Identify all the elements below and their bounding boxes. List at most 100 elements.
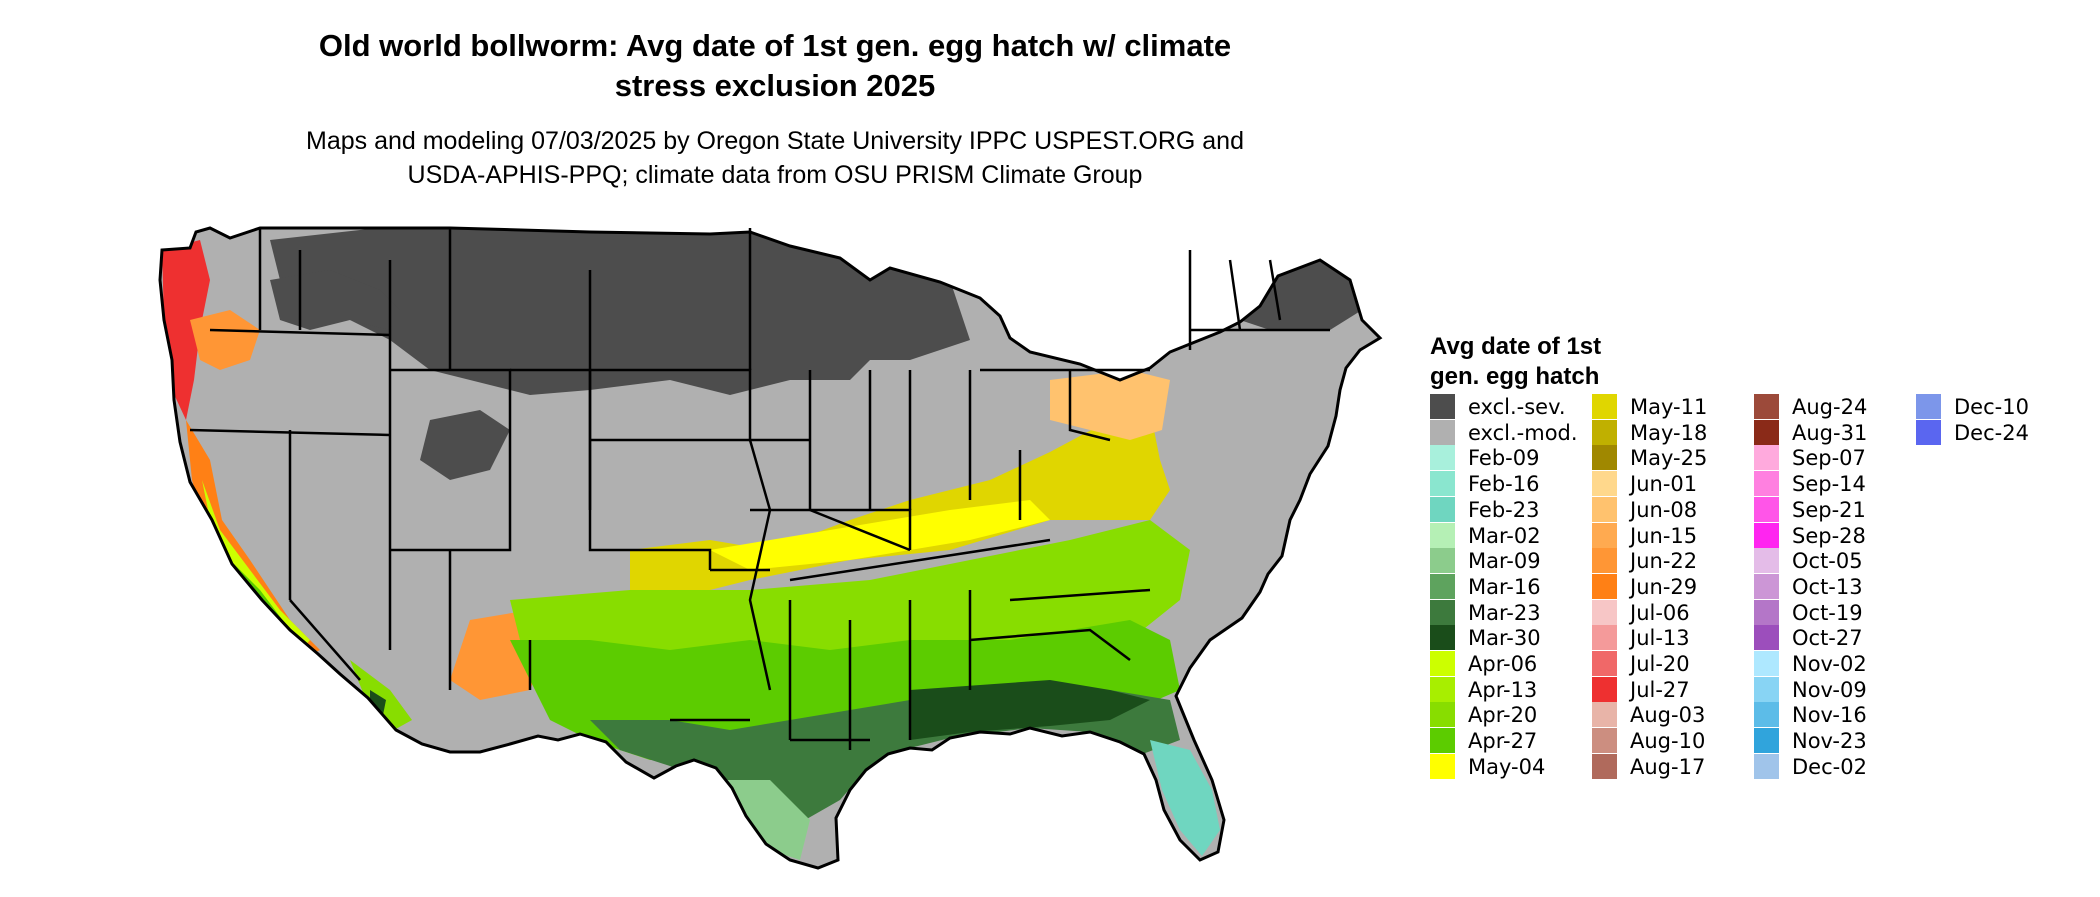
legend-swatch — [1430, 676, 1455, 702]
legend-label: Aug-24 — [1792, 395, 1868, 419]
legend-label: Jul-06 — [1630, 600, 1690, 625]
legend-swatch — [1430, 548, 1455, 574]
legend-swatch — [1430, 419, 1455, 445]
map-legend: Avg date of 1st gen. egg hatch excl.-sev… — [1430, 332, 2070, 792]
legend-swatch — [1592, 496, 1617, 522]
legend-label: Dec-10 — [1954, 395, 2029, 419]
legend-label: excl.-mod. — [1468, 420, 1578, 445]
map-subtitle-line1: Maps and modeling 07/03/2025 by Oregon S… — [306, 127, 1244, 155]
legend-label: Oct-05 — [1792, 549, 1863, 574]
map-title-line2: stress exclusion 2025 — [614, 68, 936, 103]
legend-swatch — [1430, 573, 1455, 599]
legend-label: Jun-22 — [1630, 549, 1698, 574]
legend-label: Oct-27 — [1792, 626, 1863, 651]
legend-label: Dec-24 — [1954, 420, 2029, 445]
legend-label: Mar-30 — [1468, 626, 1541, 651]
legend-label: Jun-01 — [1630, 472, 1698, 497]
legend-swatch — [1754, 728, 1779, 754]
legend-label: Oct-13 — [1792, 574, 1863, 599]
legend-swatch — [1430, 471, 1455, 497]
legend-swatch — [1430, 496, 1455, 522]
legend-label: May-04 — [1468, 754, 1546, 779]
legend-label: Aug-03 — [1630, 703, 1706, 728]
legend-swatch — [1754, 522, 1779, 548]
legend-label: Feb-16 — [1468, 472, 1540, 497]
legend-swatch — [1430, 445, 1455, 471]
map-subtitle-line2: USDA-APHIS-PPQ; climate data from OSU PR… — [407, 161, 1143, 189]
legend-label: Feb-23 — [1468, 497, 1540, 522]
legend-label: Nov-09 — [1792, 677, 1867, 702]
legend-label: Jun-29 — [1630, 574, 1698, 599]
legend-swatch — [1754, 625, 1779, 651]
legend-swatch — [1592, 522, 1617, 548]
legend-label: Apr-13 — [1468, 677, 1538, 702]
legend-label: Sep-07 — [1792, 446, 1866, 471]
us-map-graphic — [158, 226, 1382, 870]
legend-title-line2: gen. egg hatch — [1430, 363, 1600, 390]
legend-swatch — [1592, 676, 1617, 702]
legend-label: Feb-09 — [1468, 446, 1540, 471]
legend-swatch — [1754, 753, 1779, 779]
legend-swatch — [1592, 548, 1617, 574]
legend-swatch — [1754, 702, 1779, 728]
legend-swatch — [1430, 728, 1455, 754]
legend-label: Nov-16 — [1792, 703, 1867, 728]
legend-label: May-11 — [1630, 395, 1708, 419]
legend-swatch — [1430, 522, 1455, 548]
us-map — [150, 220, 1400, 892]
legend-swatch — [1754, 394, 1779, 419]
legend-swatch — [1916, 394, 1941, 419]
legend-label: May-18 — [1630, 420, 1708, 445]
legend-swatch — [1592, 702, 1617, 728]
legend-label: Jun-08 — [1630, 497, 1698, 522]
legend-swatch — [1754, 548, 1779, 574]
legend-title-line1: Avg date of 1st — [1430, 333, 1602, 360]
legend-swatch — [1592, 394, 1617, 419]
legend-title: Avg date of 1st gen. egg hatch — [1430, 332, 1690, 392]
legend-swatch — [1754, 599, 1779, 625]
legend-swatch — [1754, 676, 1779, 702]
legend-label: Apr-06 — [1468, 652, 1538, 676]
legend-swatch — [1916, 419, 1941, 445]
legend-swatch — [1754, 471, 1779, 497]
legend-swatch — [1430, 702, 1455, 728]
legend-label: Aug-10 — [1630, 729, 1706, 754]
map-title-line1: Old world bollworm: Avg date of 1st gen.… — [318, 28, 1232, 63]
legend-label: excl.-sev. — [1468, 395, 1566, 419]
legend-label: Jul-13 — [1630, 626, 1690, 651]
legend-label: Jul-20 — [1630, 652, 1690, 676]
legend-swatch — [1754, 419, 1779, 445]
legend-swatch — [1430, 394, 1455, 419]
legend-swatch — [1430, 753, 1455, 779]
legend-swatch — [1754, 496, 1779, 522]
legend-swatch — [1430, 599, 1455, 625]
legend-swatch — [1592, 573, 1617, 599]
legend-swatch — [1754, 445, 1779, 471]
legend-swatch — [1754, 573, 1779, 599]
legend-swatch — [1754, 651, 1779, 676]
legend-label: Jul-27 — [1630, 677, 1690, 702]
legend-swatch — [1592, 625, 1617, 651]
legend-label: Nov-23 — [1792, 729, 1867, 754]
legend-label: Jun-15 — [1630, 523, 1698, 548]
legend-label: Sep-28 — [1792, 523, 1866, 548]
legend-label: Apr-27 — [1468, 729, 1538, 754]
legend-label: Aug-31 — [1792, 420, 1868, 445]
legend-label: Mar-09 — [1468, 549, 1541, 574]
legend-swatch — [1592, 651, 1617, 676]
legend-label: Dec-02 — [1792, 754, 1867, 779]
legend-swatch — [1592, 471, 1617, 497]
map-title: Old world bollworm: Avg date of 1st gen.… — [160, 26, 1390, 106]
legend-label: Nov-02 — [1792, 652, 1867, 676]
legend-swatch — [1592, 599, 1617, 625]
legend-label: May-25 — [1630, 446, 1708, 471]
legend-swatch — [1592, 419, 1617, 445]
map-subtitle: Maps and modeling 07/03/2025 by Oregon S… — [160, 124, 1390, 192]
legend-label: Apr-20 — [1468, 703, 1538, 728]
legend-swatch — [1592, 445, 1617, 471]
legend-label: Mar-16 — [1468, 574, 1541, 599]
legend-label: Aug-17 — [1630, 754, 1706, 779]
legend-label: Mar-23 — [1468, 600, 1541, 625]
legend-label: Sep-14 — [1792, 472, 1866, 497]
legend-label: Mar-02 — [1468, 523, 1541, 548]
